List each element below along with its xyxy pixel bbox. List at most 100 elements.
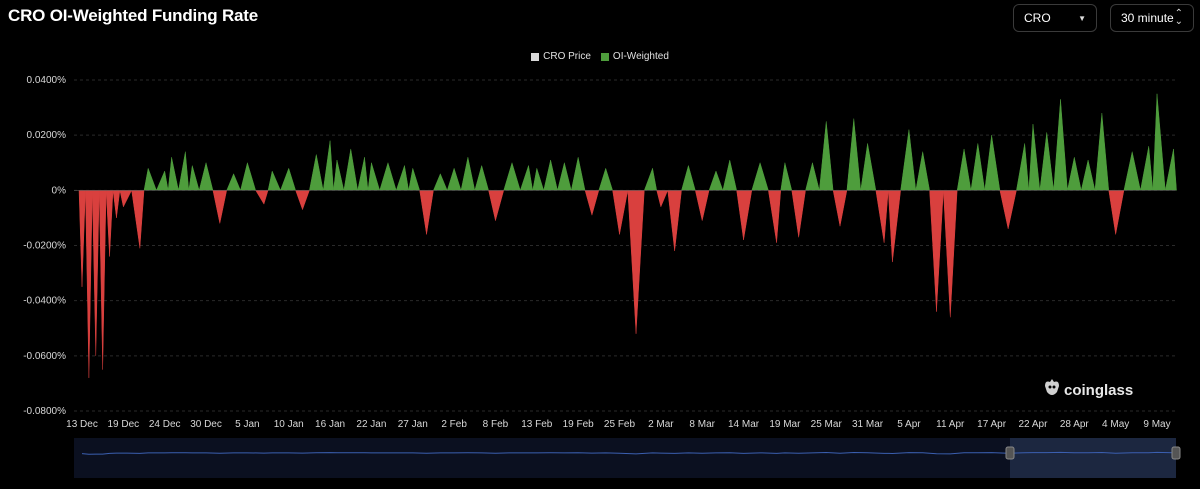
data-point[interactable] [694, 190, 710, 221]
data-point[interactable] [143, 167, 157, 191]
data-point[interactable] [970, 143, 986, 191]
data-point[interactable] [1028, 124, 1041, 191]
data-point[interactable] [98, 190, 107, 370]
data-point[interactable] [943, 190, 958, 318]
data-point[interactable] [900, 129, 917, 191]
range-navigator[interactable] [74, 438, 1181, 478]
data-point[interactable] [226, 173, 241, 191]
data-point[interactable] [708, 170, 724, 191]
data-point[interactable] [736, 190, 753, 241]
data-point[interactable] [395, 165, 409, 191]
data-point[interactable] [460, 157, 476, 191]
data-point[interactable] [627, 190, 645, 334]
x-tick-label: 9 May [1143, 419, 1170, 430]
navigator-handle-right[interactable] [1171, 446, 1181, 460]
y-tick-label: 0% [52, 185, 67, 196]
data-point[interactable] [681, 164, 696, 191]
data-point[interactable] [357, 157, 369, 191]
data-point[interactable] [791, 190, 806, 238]
data-point[interactable] [519, 165, 533, 191]
data-point[interactable] [212, 190, 228, 224]
data-point[interactable] [722, 159, 737, 191]
data-point[interactable] [1039, 132, 1054, 191]
data-point[interactable] [584, 190, 600, 217]
data-point[interactable] [379, 161, 397, 191]
y-tick-label: -0.0600% [23, 351, 66, 362]
data-point[interactable] [860, 143, 877, 191]
symbol-select[interactable]: CRO ▼ [1013, 4, 1097, 32]
data-point[interactable] [78, 190, 86, 287]
legend-item-oi-weighted[interactable]: OI-Weighted [600, 51, 669, 62]
data-point[interactable] [956, 148, 972, 191]
data-point[interactable] [751, 161, 769, 191]
data-point[interactable] [419, 190, 434, 235]
data-point[interactable] [156, 170, 169, 191]
data-point[interactable] [1123, 151, 1141, 191]
data-point[interactable] [240, 161, 256, 191]
data-point[interactable] [1108, 190, 1125, 235]
data-point[interactable] [1067, 157, 1082, 191]
data-point[interactable] [532, 168, 545, 191]
data-point[interactable] [1016, 143, 1030, 191]
interval-select[interactable]: 30 minute ⌃ ⌄ [1110, 4, 1194, 32]
data-point[interactable] [188, 165, 200, 191]
data-point[interactable] [333, 159, 345, 191]
x-tick-label: 2 Mar [648, 419, 674, 430]
data-point[interactable] [643, 167, 658, 191]
data-point[interactable] [105, 190, 114, 257]
x-tick-label: 22 Apr [1019, 419, 1049, 430]
data-point[interactable] [1094, 113, 1110, 191]
data-point[interactable] [1080, 159, 1096, 191]
navigator-handle-left[interactable] [1005, 446, 1015, 460]
data-point[interactable] [131, 190, 145, 249]
data-point[interactable] [1152, 93, 1166, 191]
data-point[interactable] [915, 151, 930, 191]
data-point[interactable] [343, 148, 358, 191]
data-point[interactable] [446, 167, 462, 191]
data-point[interactable] [557, 162, 572, 191]
chart-title: CRO OI-Weighted Funding Rate [8, 6, 259, 25]
data-point[interactable] [198, 162, 214, 191]
data-point[interactable] [167, 157, 179, 191]
data-point[interactable] [255, 190, 269, 205]
y-tick-label: 0.0400% [27, 75, 67, 86]
data-point[interactable] [598, 167, 613, 191]
data-point[interactable] [984, 135, 1001, 191]
data-point[interactable] [846, 118, 861, 191]
data-point[interactable] [656, 190, 669, 208]
data-point[interactable] [474, 164, 489, 191]
data-point[interactable] [112, 190, 121, 218]
data-point[interactable] [887, 190, 901, 263]
data-point[interactable] [1164, 148, 1177, 191]
data-point[interactable] [488, 190, 505, 221]
data-point[interactable] [612, 190, 629, 235]
data-point[interactable] [1140, 146, 1154, 191]
data-point[interactable] [819, 121, 834, 191]
data-point[interactable] [805, 162, 820, 191]
data-point[interactable] [178, 151, 190, 191]
data-point[interactable] [570, 157, 586, 191]
data-point[interactable] [1053, 99, 1068, 191]
data-point[interactable] [280, 167, 296, 191]
data-point[interactable] [433, 173, 448, 191]
data-point[interactable] [929, 190, 944, 312]
data-point[interactable] [503, 161, 521, 191]
data-point[interactable] [543, 159, 558, 191]
data-point[interactable] [768, 190, 782, 243]
data-point[interactable] [309, 154, 324, 191]
data-point[interactable] [832, 190, 848, 227]
data-point[interactable] [85, 190, 93, 378]
data-point[interactable] [367, 162, 381, 191]
data-point[interactable] [295, 190, 310, 211]
data-point[interactable] [999, 190, 1017, 230]
data-point[interactable] [322, 140, 334, 191]
data-point[interactable] [119, 190, 133, 208]
data-point[interactable] [408, 168, 420, 191]
legend-item-price[interactable]: CRO Price [531, 51, 591, 62]
data-point[interactable] [667, 190, 682, 252]
data-point[interactable] [267, 170, 281, 191]
navigator-selection[interactable] [1010, 438, 1176, 478]
data-point[interactable] [92, 190, 100, 356]
data-point[interactable] [780, 162, 793, 191]
data-point[interactable] [875, 190, 889, 243]
